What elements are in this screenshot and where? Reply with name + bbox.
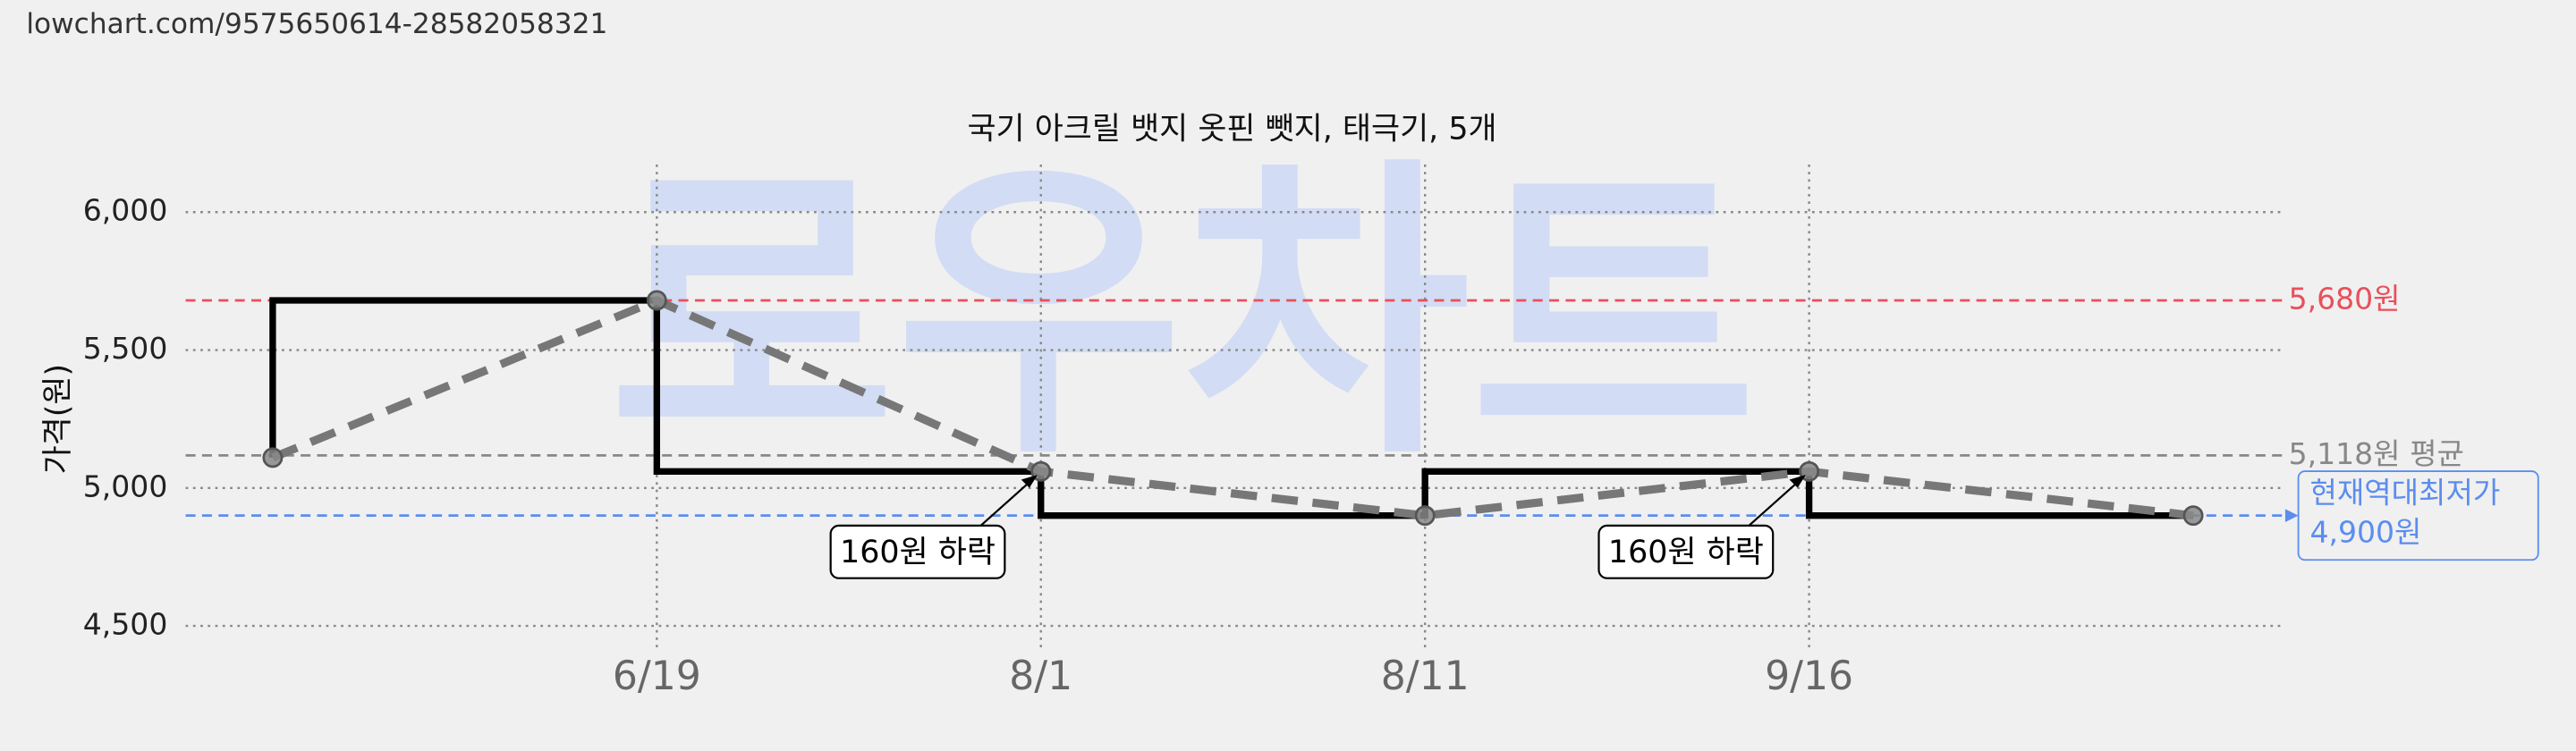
annotation-box (1597, 524, 1775, 579)
y-tick-label: 6,000 (83, 193, 168, 228)
annotation-arrowhead (1021, 474, 1038, 488)
annotation-box (829, 524, 1006, 579)
min-price-label: 현재역대최저가 (2309, 475, 2500, 510)
point (646, 290, 667, 311)
step-line (269, 297, 2194, 519)
chart-title: 국기 아크릴 뱃지 옷핀 뺏지, 태극기, 5개 (967, 111, 1496, 147)
x-tick-label: 8/1 (1009, 654, 1072, 699)
x-tick-label: 8/11 (1381, 654, 1470, 699)
point (2182, 505, 2204, 527)
x-tick-label: 9/16 (1765, 654, 1853, 699)
watermark: 로우차트 (608, 133, 1757, 496)
y-tick-label: 5,000 (83, 468, 168, 503)
y-tick-label: 5,500 (83, 331, 168, 366)
y-axis-label: 가격(원) (40, 364, 76, 474)
annotation-text: 160원 하락 (1608, 535, 1764, 570)
annotation-arrow (974, 475, 1037, 532)
reference-label: 5,680원 (2289, 281, 2401, 316)
reference-label: 5,118원 평균 (2289, 436, 2464, 471)
annotation-arrow (1742, 475, 1805, 532)
annotation-text: 160원 하락 (840, 535, 996, 570)
min-price-value: 4,900원 (2309, 514, 2421, 549)
point (1414, 505, 1436, 527)
point (262, 447, 284, 468)
min-price-arrow (2284, 509, 2299, 523)
x-tick-label: 6/19 (613, 654, 701, 699)
annotation-arrowhead (1789, 474, 1806, 488)
y-tick-label: 4,500 (83, 607, 168, 642)
url: lowchart.com/9575650614-28582058321 (26, 8, 607, 40)
trend-line (271, 295, 2194, 520)
